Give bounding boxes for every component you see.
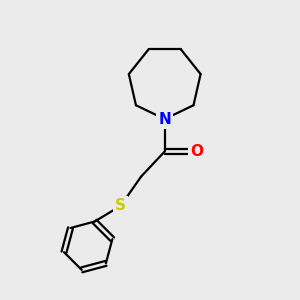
Text: O: O: [190, 144, 204, 159]
Text: N: N: [158, 112, 171, 127]
Text: S: S: [115, 198, 126, 213]
